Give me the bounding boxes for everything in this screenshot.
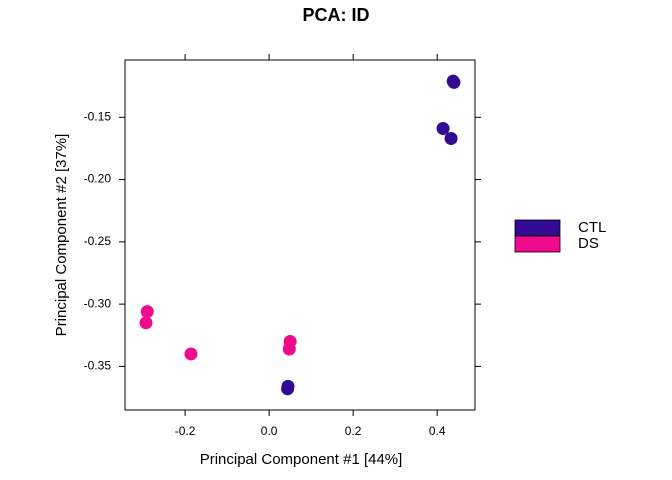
point (281, 382, 295, 396)
x-tick-label: 0.4 (429, 424, 446, 438)
x-tick-label: -0.2 (175, 424, 196, 438)
point (139, 316, 153, 330)
x-axis-label: Principal Component #1 [44%] (200, 451, 403, 468)
chart-title: PCA: ID (303, 5, 370, 25)
plot-frame (124, 59, 476, 411)
y-tick-label: -0.35 (84, 359, 112, 373)
x-tick-label: 0.2 (345, 424, 362, 438)
y-tick-label: -0.15 (84, 109, 112, 123)
y-axis-label: Principal Component #2 [37%] (53, 134, 70, 337)
x-tick-label: 0.0 (261, 424, 278, 438)
point (140, 305, 154, 319)
legend-label: DS (578, 235, 599, 252)
legend-swatch (514, 235, 561, 253)
point (444, 131, 458, 145)
point (184, 347, 198, 361)
point (436, 122, 450, 136)
y-tick-label: -0.20 (84, 172, 112, 186)
y-tick-label: -0.25 (84, 234, 112, 248)
point (447, 75, 461, 89)
point (282, 342, 296, 356)
legend-label: CTL (578, 219, 606, 236)
y-tick-label: -0.30 (84, 296, 112, 310)
legend-swatch (514, 219, 561, 237)
